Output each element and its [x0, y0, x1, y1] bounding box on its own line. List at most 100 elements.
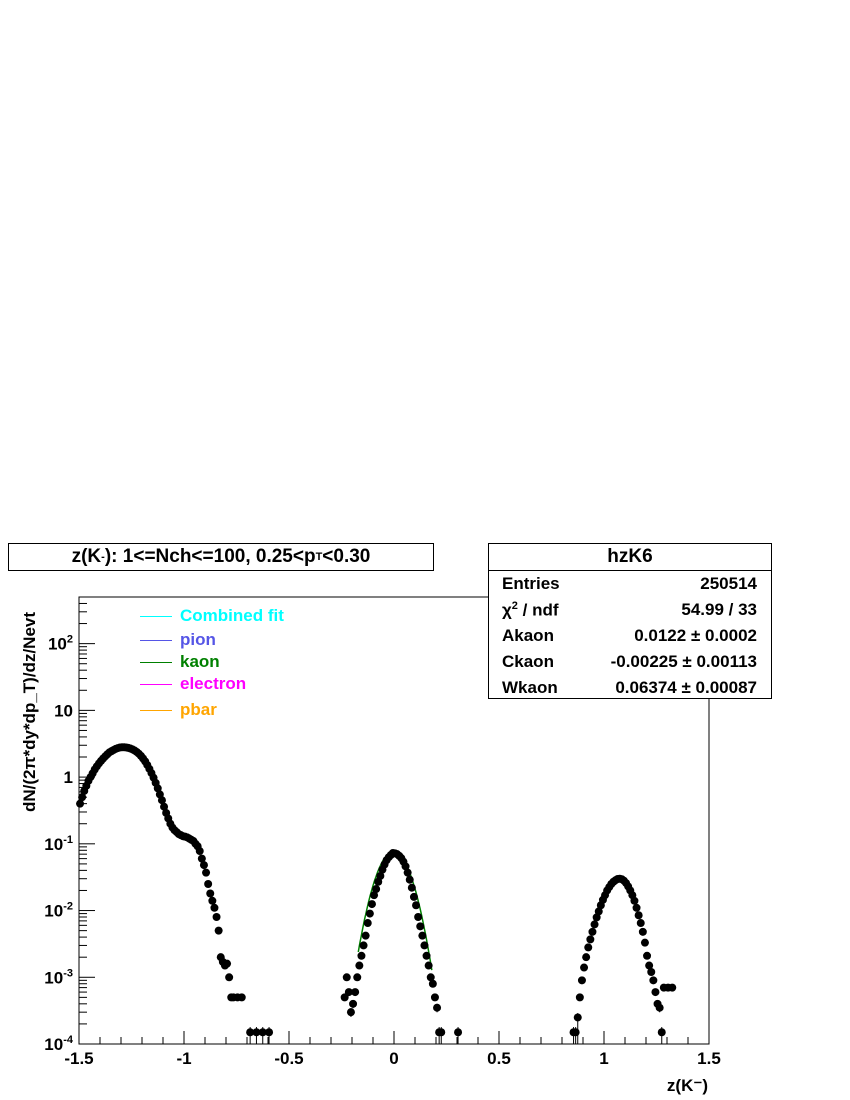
y-tick-label: 10	[54, 701, 73, 720]
data-point	[252, 1028, 261, 1037]
y-tick-label: 10-3	[44, 967, 73, 987]
stats-param-name: Wkaon	[502, 678, 558, 697]
data-point	[586, 935, 595, 944]
stats-param-value: 0.0122 ± 0.0002	[634, 626, 757, 645]
legend-label: kaon	[180, 652, 220, 671]
legend-swatch	[140, 640, 172, 641]
data-point	[208, 896, 217, 905]
data-point	[634, 911, 643, 920]
stats-box: hzK6 Entries 250514 χ2 / ndf 54.99 / 33 …	[488, 543, 772, 699]
data-point	[657, 1028, 666, 1037]
stats-row-akaon: Akaon 0.0122 ± 0.0002	[489, 623, 771, 649]
data-point	[376, 871, 385, 880]
data-point	[353, 973, 362, 982]
legend-label: pion	[180, 630, 216, 649]
data-point	[153, 784, 162, 793]
x-tick-label: -1	[176, 1049, 191, 1068]
chi2-base: χ	[502, 600, 512, 620]
data-point	[588, 927, 597, 936]
data-point	[405, 875, 414, 884]
data-point	[206, 889, 215, 898]
data-point	[359, 941, 368, 950]
data-point	[199, 861, 208, 870]
x-tick-label: 1.5	[697, 1049, 721, 1068]
data-point	[651, 988, 660, 997]
stats-chi2-value: 54.99 / 33	[681, 600, 757, 619]
stats-row-chi2: χ2 / ndf 54.99 / 33	[489, 597, 771, 623]
legend-swatch	[140, 684, 172, 685]
data-point	[370, 891, 379, 900]
data-point	[372, 885, 381, 894]
plot-title: z(K -): 1<=Nch<=100, 0.25<p T <0.30	[8, 543, 434, 571]
y-tick-label: 10-4	[44, 1034, 74, 1054]
data-point	[195, 847, 204, 856]
data-point	[454, 1028, 463, 1037]
data-point	[258, 1028, 267, 1037]
data-point	[407, 883, 416, 892]
y-tick-label: 10-2	[44, 901, 73, 921]
stats-param-value: -0.00225 ± 0.00113	[610, 652, 757, 671]
data-point	[246, 1028, 255, 1037]
data-point	[645, 961, 654, 970]
data-point	[649, 976, 658, 985]
data-point	[214, 926, 223, 935]
data-point	[403, 868, 412, 877]
title-prefix-sup: -	[101, 551, 105, 563]
title-middle: ): 1<=Nch<=100, 0.25<p	[104, 546, 316, 567]
data-point	[204, 879, 213, 888]
legend-swatch	[140, 710, 172, 711]
data-points	[76, 743, 677, 1044]
data-point	[418, 931, 427, 940]
data-point	[584, 943, 593, 952]
stats-entries-label: Entries	[502, 574, 560, 593]
stats-row-ckaon: Ckaon -0.00225 ± 0.00113	[489, 649, 771, 675]
stats-chi2-label: χ2 / ndf	[502, 600, 559, 621]
y-tick-label: 102	[48, 634, 73, 654]
data-point	[157, 796, 166, 805]
title-suffix: <0.30	[322, 546, 371, 567]
data-point	[636, 919, 645, 928]
data-point	[367, 900, 376, 909]
data-point	[212, 913, 221, 922]
chi2-rest: / ndf	[517, 600, 559, 620]
axis-ticks: -1.5 -1 -0.5 0 0.5 1 1.5 10-4 10-3 10-2 10-1 1 10 102	[44, 596, 721, 1068]
stats-param-value: 0.06374 ± 0.00087	[615, 678, 757, 697]
data-point	[630, 896, 639, 905]
legend-label: electron	[180, 674, 247, 693]
x-tick-label: -0.5	[274, 1049, 303, 1068]
data-point	[420, 941, 429, 950]
data-point	[210, 903, 219, 912]
x-tick-label: 0	[389, 1049, 398, 1068]
data-point	[365, 909, 374, 918]
legend-swatch	[140, 616, 172, 617]
data-point	[344, 988, 353, 997]
legend-label: Combined fit	[180, 606, 284, 625]
data-point	[409, 892, 418, 901]
y-axis-label: dN/(2π*dy*dp_T)/dz/Nevt	[20, 611, 39, 813]
data-point	[424, 961, 433, 970]
stats-row-wkaon: Wkaon 0.06374 ± 0.00087	[489, 675, 771, 701]
title-sub: T	[315, 551, 323, 563]
data-point	[580, 963, 589, 972]
data-point	[638, 927, 647, 936]
data-point	[571, 1028, 580, 1037]
data-point	[342, 973, 351, 982]
data-point	[351, 988, 360, 997]
data-point	[647, 967, 656, 976]
data-point	[577, 976, 586, 985]
data-point	[197, 854, 206, 863]
data-point	[437, 1028, 446, 1037]
stats-param-name: Akaon	[502, 626, 554, 645]
stats-param-name: Ckaon	[502, 652, 554, 671]
data-point	[573, 1013, 582, 1022]
x-axis-label: z(K⁻)	[666, 1076, 708, 1095]
data-point	[265, 1028, 274, 1037]
x-tick-label: 0.5	[487, 1049, 511, 1068]
data-point	[202, 868, 211, 877]
data-point	[160, 802, 169, 811]
data-point	[428, 979, 437, 988]
legend-swatch	[140, 662, 172, 663]
y-tick-label: 10-1	[44, 834, 73, 854]
y-tick-label: 1	[64, 768, 73, 787]
data-point	[401, 862, 410, 871]
